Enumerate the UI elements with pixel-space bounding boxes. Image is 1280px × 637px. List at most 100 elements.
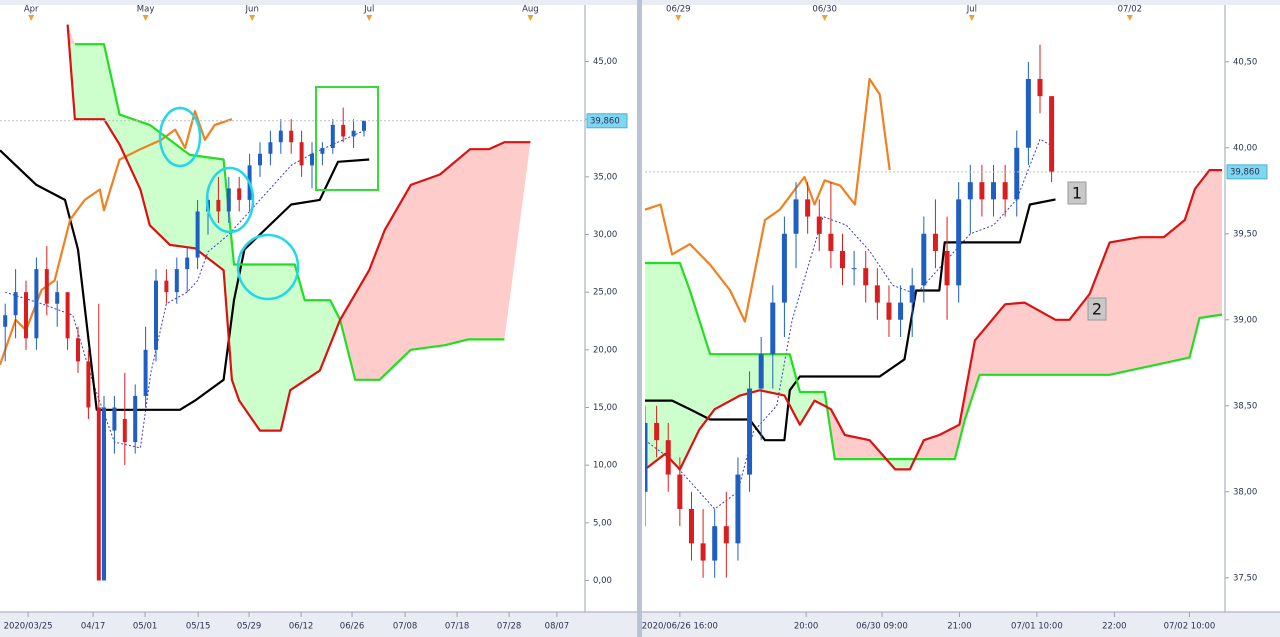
annotation-box <box>1087 297 1107 321</box>
candle-body <box>44 269 49 304</box>
top-tick-marker <box>28 15 35 21</box>
x-tick-label: 06/26 <box>340 622 365 632</box>
indicator-line <box>645 169 1222 471</box>
indicator-line <box>645 261 1222 461</box>
candle-body <box>665 440 671 475</box>
candle-body <box>898 302 904 320</box>
y-tick-label: 10,00 <box>593 461 617 471</box>
last-price-label: 39,860 <box>590 116 620 126</box>
top-tick-marker <box>249 15 256 21</box>
y-tick-label: 40,00 <box>1233 143 1257 153</box>
candle-body <box>133 395 138 443</box>
candle-body <box>122 419 127 443</box>
candle-body <box>747 388 753 475</box>
candle-body <box>268 142 273 154</box>
candle-body <box>258 153 262 166</box>
x-tick-label: 07/08 <box>393 622 418 632</box>
highlight-circle <box>158 106 202 168</box>
candle-body <box>645 422 648 492</box>
last-price-box <box>586 113 628 129</box>
y-tick-label: 20,00 <box>593 345 617 355</box>
top-strip <box>0 0 637 5</box>
candle-body <box>330 124 335 149</box>
y-tick-label: 15,00 <box>593 403 617 413</box>
highlight-box <box>315 86 379 191</box>
top-tick-marker <box>968 15 975 21</box>
last-price-box <box>1226 164 1268 180</box>
top-tick-label: Apr <box>24 5 39 15</box>
candle-body <box>102 407 106 581</box>
candle-body <box>226 188 231 212</box>
candle-body <box>112 407 117 431</box>
y-tick-label: 37,50 <box>1233 573 1257 583</box>
highlight-circle <box>236 233 300 301</box>
candle-body <box>1014 147 1020 200</box>
top-tick-label: Jul <box>363 5 374 15</box>
y-tick-label: 39,00 <box>1233 315 1257 325</box>
candle-body <box>688 508 694 544</box>
top-tick-marker <box>142 15 149 21</box>
x-tick-label: 07/02 10:00 <box>1164 622 1216 632</box>
candle-body <box>991 182 997 200</box>
candle-body <box>793 199 799 234</box>
cloud-bear <box>67 24 531 380</box>
candle-body <box>34 269 39 339</box>
x-tick-label: 07/28 <box>497 622 522 632</box>
candle-body <box>351 130 356 137</box>
candle-body <box>874 285 880 303</box>
top-tick-marker <box>1126 15 1133 21</box>
candle-body <box>979 182 985 200</box>
top-tick-label: Jun <box>245 5 259 15</box>
y-tick-label: 5,00 <box>593 518 612 528</box>
y-tick-label: 35,00 <box>593 172 617 182</box>
candle-body <box>289 130 294 143</box>
y-tick-label: 38,50 <box>1233 401 1257 411</box>
candle-body <box>758 354 764 389</box>
x-tick-label: 05/29 <box>237 622 262 632</box>
annotation: 2 <box>1092 300 1102 319</box>
chart-panel: 0,005,0010,0015,0020,0025,0030,0035,0040… <box>0 0 637 637</box>
top-tick-label: Aug <box>522 5 539 15</box>
indicator-line <box>0 149 370 411</box>
x-tick-label: 21:00 <box>947 622 972 632</box>
indicator-line <box>645 77 891 323</box>
y-tick-label: 38,00 <box>1233 487 1257 497</box>
candle-body <box>299 142 304 166</box>
candle-body <box>13 292 18 316</box>
y-tick-label: 45,00 <box>593 57 617 67</box>
top-tick-label: Jul <box>966 5 977 15</box>
candle-body <box>216 199 221 212</box>
bottom-strip <box>642 612 1280 637</box>
candle-body <box>677 474 683 509</box>
candle-body <box>278 130 283 143</box>
x-tick-label: 06/12 <box>289 622 314 632</box>
candle-body <box>341 124 346 137</box>
candle-body <box>143 349 148 396</box>
candle-body <box>909 285 915 303</box>
top-tick-label: 07/02 <box>1118 5 1143 15</box>
indicator-line <box>74 43 505 381</box>
candle-body <box>55 292 60 304</box>
candle-body <box>654 422 660 441</box>
candle-body <box>164 280 169 293</box>
candle-body <box>921 233 927 286</box>
candle-body <box>76 338 80 362</box>
indicator-line <box>5 130 365 449</box>
candle-body <box>839 250 845 269</box>
top-strip <box>642 0 1280 5</box>
x-tick-label: 05/15 <box>186 622 211 632</box>
top-tick-label: 06/30 <box>812 5 837 15</box>
candle-body <box>362 120 366 131</box>
candle-body <box>96 407 101 581</box>
candle-body <box>944 250 950 286</box>
candle-body <box>712 526 718 561</box>
candle-body <box>24 292 28 339</box>
candle-body <box>174 269 179 293</box>
candle-body <box>956 199 962 286</box>
axis-layer: 37,50 38,00 38,50 39,00 39,50 40,00 40,50 2020/… <box>642 5 1280 632</box>
top-tick-label: May <box>137 5 155 15</box>
x-tick-label: 22:00 <box>1102 622 1127 632</box>
candle-body <box>700 543 706 561</box>
candle-body <box>967 182 973 200</box>
x-tick-label: 20:00 <box>794 622 819 632</box>
